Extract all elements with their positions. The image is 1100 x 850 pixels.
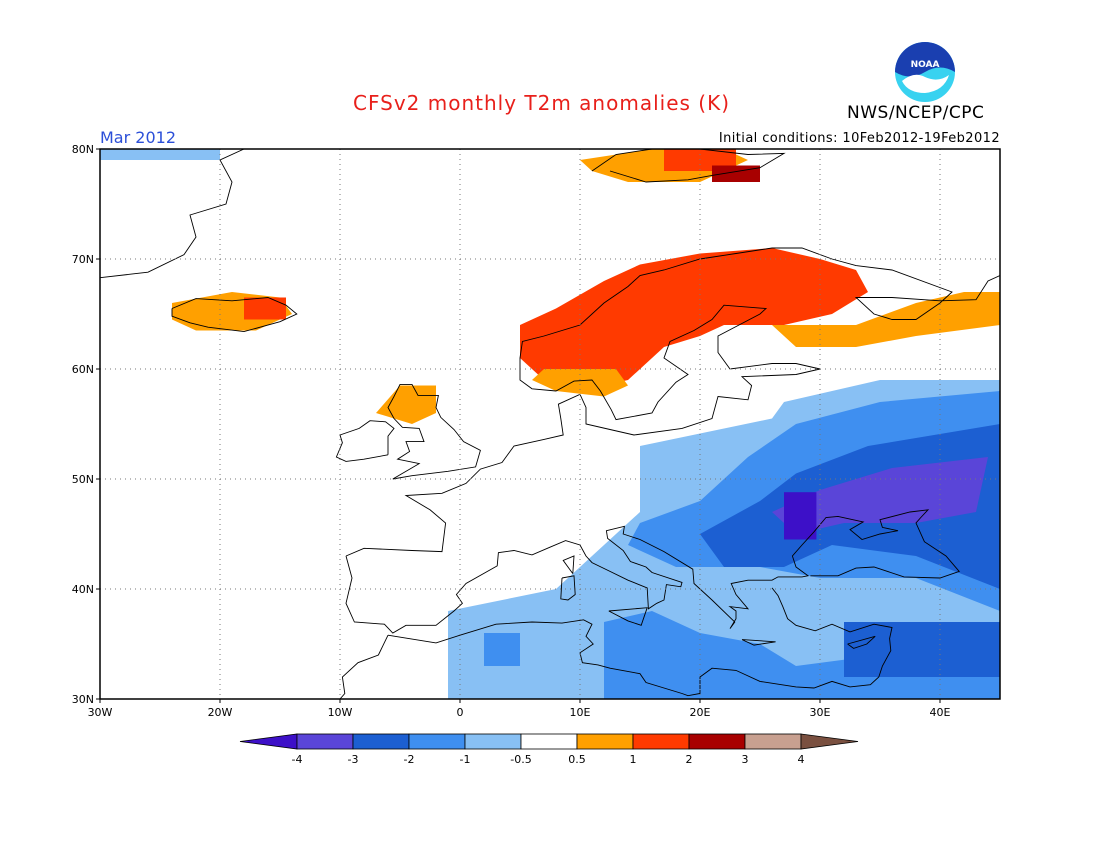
europe-coast bbox=[345, 247, 1000, 557]
lon-tick-label: 10E bbox=[570, 706, 591, 719]
lon-tick-label: 0 bbox=[457, 706, 464, 719]
lat-tick-label: 70N bbox=[72, 253, 94, 266]
legend-swatch bbox=[520, 733, 578, 750]
legend-swatch bbox=[576, 733, 634, 750]
anomaly-field bbox=[100, 149, 1000, 699]
legend-label: -2 bbox=[404, 753, 415, 766]
legend-label: 3 bbox=[742, 753, 749, 766]
chart-title: CFSv2 monthly T2m anomalies (K) bbox=[353, 91, 730, 115]
lat-tick-label: 40N bbox=[72, 583, 94, 596]
legend-swatch bbox=[408, 733, 466, 750]
anomaly-cell-r bbox=[244, 297, 286, 320]
legend-label: -0.5 bbox=[510, 753, 531, 766]
initial-conditions: Initial conditions: 10Feb2012-19Feb2012 bbox=[718, 131, 1000, 146]
mediterranean-north-coast bbox=[345, 509, 960, 634]
noaa-logo: NOAA bbox=[895, 42, 955, 102]
sicily-coast bbox=[608, 607, 648, 626]
legend-label: 1 bbox=[630, 753, 637, 766]
svalbard-coast bbox=[591, 149, 786, 183]
greenland-coast bbox=[100, 149, 245, 279]
legend-arrow-low bbox=[239, 733, 298, 750]
iceland-coast bbox=[171, 297, 298, 333]
lon-tick-label: 30E bbox=[810, 706, 831, 719]
anomaly-region-o bbox=[772, 292, 1000, 347]
legend-label: 0.5 bbox=[568, 753, 586, 766]
legend-label: -4 bbox=[292, 753, 303, 766]
legend-swatch bbox=[688, 733, 746, 750]
morocco-coast bbox=[339, 635, 389, 699]
lat-tick-label: 80N bbox=[72, 143, 94, 156]
color-legend: -4 -3 -2 -1 -0.5 0.5 1 2 3 4 bbox=[239, 733, 859, 766]
lon-tick-label: 20W bbox=[208, 706, 233, 719]
legend-arrow-high bbox=[800, 733, 859, 750]
legend-label: 4 bbox=[798, 753, 805, 766]
corsica-coast bbox=[562, 555, 575, 574]
legend-swatch bbox=[744, 733, 802, 750]
lon-tick-label: 20E bbox=[690, 706, 711, 719]
anomaly-cell-m bbox=[844, 622, 1000, 677]
coastlines bbox=[100, 149, 1000, 699]
anomaly-cell-l bbox=[484, 633, 520, 666]
anomaly-region-d bbox=[772, 457, 988, 534]
anomaly-cell-vd bbox=[784, 492, 817, 540]
levant-coast bbox=[681, 587, 893, 697]
anomaly-cell-vl bbox=[520, 655, 544, 677]
legend-swatch bbox=[632, 733, 690, 750]
forecast-period: Mar 2012 bbox=[100, 128, 176, 147]
anomaly-region-r bbox=[520, 248, 868, 391]
crete-coast bbox=[741, 639, 776, 646]
lon-tick-label: 40E bbox=[930, 706, 951, 719]
lat-tick-label: 30N bbox=[72, 693, 94, 706]
legend-label: 2 bbox=[686, 753, 693, 766]
legend-swatch bbox=[296, 733, 354, 750]
legend-swatch bbox=[352, 733, 410, 750]
lat-tick-label: 50N bbox=[72, 473, 94, 486]
graticule bbox=[100, 149, 1000, 699]
lat-tick-label: 60N bbox=[72, 363, 94, 376]
great-britain-coast bbox=[387, 383, 481, 480]
africa-coast bbox=[387, 619, 683, 694]
lon-tick-label: 30W bbox=[88, 706, 113, 719]
agency-label: NWS/NCEP/CPC bbox=[847, 103, 985, 123]
anomaly-cell-dr bbox=[712, 165, 760, 182]
anomaly-region-o bbox=[532, 369, 628, 397]
lat-axis: 80N 70N 60N 50N 40N 30N bbox=[72, 143, 100, 706]
lon-axis: 30W 20W 10W 0 10E 20E 30E 40E bbox=[88, 699, 951, 719]
anomaly-region-o bbox=[376, 385, 436, 424]
lon-tick-label: 10W bbox=[328, 706, 353, 719]
noaa-logo-text: NOAA bbox=[911, 60, 940, 70]
legend-label: -1 bbox=[460, 753, 471, 766]
anomaly-cell-vl bbox=[100, 149, 220, 160]
legend-label: -3 bbox=[348, 753, 359, 766]
sardinia-coast bbox=[560, 575, 576, 601]
map-frame bbox=[99, 148, 1001, 700]
cyprus-coast bbox=[847, 635, 876, 649]
legend-swatch bbox=[464, 733, 522, 750]
ireland-coast bbox=[335, 420, 395, 462]
